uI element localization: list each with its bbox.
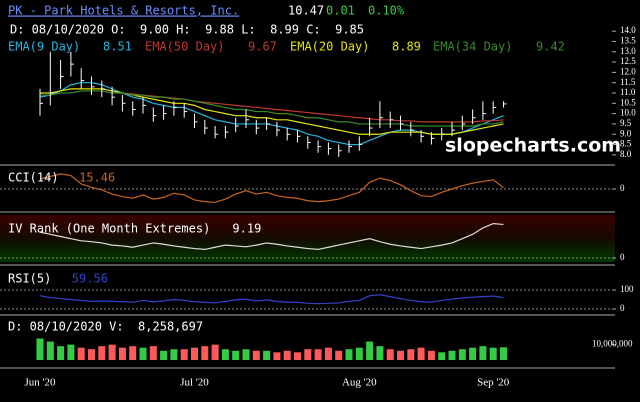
volume-bar xyxy=(88,349,95,360)
volume-bar xyxy=(314,349,322,360)
y-tick-label: 13.0 xyxy=(620,46,636,56)
y-tick-label: 0 xyxy=(620,303,625,313)
legend-value: 9.67 xyxy=(248,40,277,54)
volume-bar xyxy=(469,347,477,360)
y-tick-label: 10.5 xyxy=(620,97,636,107)
legend-value: 9.42 xyxy=(536,40,565,54)
volume-bar xyxy=(221,349,229,360)
y-tick-label: 8.5 xyxy=(620,139,632,149)
last-price: 10.47 xyxy=(288,4,324,18)
y-tick-label: 9.5 xyxy=(620,118,632,128)
volume-bar xyxy=(252,350,260,360)
volume-bar xyxy=(458,349,466,360)
volume-bar xyxy=(427,350,435,360)
y-tick-label: 14.0 xyxy=(620,25,636,35)
y-tick-label: 10,000,000 xyxy=(592,339,633,349)
volume-bar xyxy=(139,347,147,360)
panel-title: CCI(14) xyxy=(8,171,59,185)
y-tick-label: 9.0 xyxy=(620,128,632,138)
y-tick-label: 11.5 xyxy=(620,77,636,87)
volume-bar xyxy=(232,350,240,360)
panel-value: 59.56 xyxy=(72,272,108,286)
volume-bar xyxy=(67,344,75,360)
volume-bar xyxy=(160,350,168,360)
ohlc-info: D: 08/10/2020 O: 9.00 H: 9.88 L: 8.99 C:… xyxy=(10,23,364,37)
volume-bar xyxy=(108,344,116,360)
panel-borders xyxy=(0,164,615,369)
volume-bar xyxy=(46,341,54,360)
volume-bar xyxy=(263,350,271,360)
panel-title: IV Rank (One Month Extremes) xyxy=(8,222,210,236)
indicator-line xyxy=(39,222,504,251)
volume-bar xyxy=(283,350,291,360)
volume-bar xyxy=(180,349,188,360)
x-tick-label: Jun '20 xyxy=(24,377,56,389)
indicator-line xyxy=(39,294,504,305)
y-tick-label: 12.5 xyxy=(620,56,636,66)
y-tick-label: 100 xyxy=(620,284,634,294)
volume-bar xyxy=(294,352,301,360)
change-pct: 0.10% xyxy=(368,4,405,18)
legend-name: EMA(9 Day) xyxy=(8,40,80,54)
volume-bar xyxy=(366,341,374,360)
y-tick-label: 12.0 xyxy=(620,66,636,76)
indicator-line xyxy=(39,173,504,204)
y-tick-label: 8.0 xyxy=(620,149,632,159)
legend-value: 8.89 xyxy=(392,40,421,54)
volume-bar xyxy=(57,346,65,360)
volume-bar xyxy=(77,347,85,360)
volume-bar xyxy=(345,349,353,360)
ema-line xyxy=(40,90,504,127)
x-tick-label: Aug '20 xyxy=(342,377,377,389)
volume-bar xyxy=(191,347,198,360)
y-tick-label: 11.0 xyxy=(620,87,636,97)
change: 0.01 xyxy=(326,4,355,18)
watermark: slopecharts.com xyxy=(445,135,621,157)
volume-bar xyxy=(149,346,157,360)
volume-bar xyxy=(376,346,384,360)
volume-bar xyxy=(211,344,219,360)
volume-bar xyxy=(129,346,137,360)
volume-bar xyxy=(417,347,425,360)
volume-bar xyxy=(386,349,394,360)
volume-bar xyxy=(500,347,507,360)
volume-bar xyxy=(242,349,250,360)
ema-line xyxy=(40,88,504,135)
volume-bar xyxy=(201,346,209,360)
legend-name: EMA(50 Day) xyxy=(145,40,224,54)
volume-bar xyxy=(36,338,44,360)
volume-bar xyxy=(397,350,404,360)
y-tick-label: 0 xyxy=(620,252,625,262)
volume-bar xyxy=(448,350,456,360)
volume-bar xyxy=(489,347,497,360)
volume-bar xyxy=(335,350,343,360)
volume-bar xyxy=(479,346,487,360)
x-tick-label: Sep '20 xyxy=(477,377,510,389)
panel-title: RSI(5) xyxy=(8,272,51,286)
legend-name: EMA(20 Day) xyxy=(290,40,369,54)
iv-background xyxy=(0,215,615,262)
volume-bar xyxy=(98,346,106,360)
panel-value: 15.46 xyxy=(79,171,115,185)
legend-value: 8.51 xyxy=(103,40,132,54)
volume-bar xyxy=(324,347,332,360)
y-tick-label: 10.0 xyxy=(620,108,636,118)
panel-title: D: 08/10/2020 V: 8,258,697 xyxy=(8,320,203,334)
x-tick-label: Jul '20 xyxy=(180,377,209,389)
volume-bar xyxy=(438,352,446,360)
panel-value: 9.19 xyxy=(232,222,261,236)
volume-bar xyxy=(273,352,281,360)
volume-bar xyxy=(304,349,312,360)
y-tick-label: 13.5 xyxy=(620,36,636,46)
volume-bar xyxy=(118,347,126,360)
legend-name: EMA(34 Day) xyxy=(433,40,512,54)
volume-bar xyxy=(355,347,363,360)
volume-bar xyxy=(407,349,415,360)
volume-bar xyxy=(170,349,178,360)
ticker-title[interactable]: PK - Park Hotels & Resorts, Inc. xyxy=(8,4,239,18)
y-tick-label: 0 xyxy=(620,183,625,193)
